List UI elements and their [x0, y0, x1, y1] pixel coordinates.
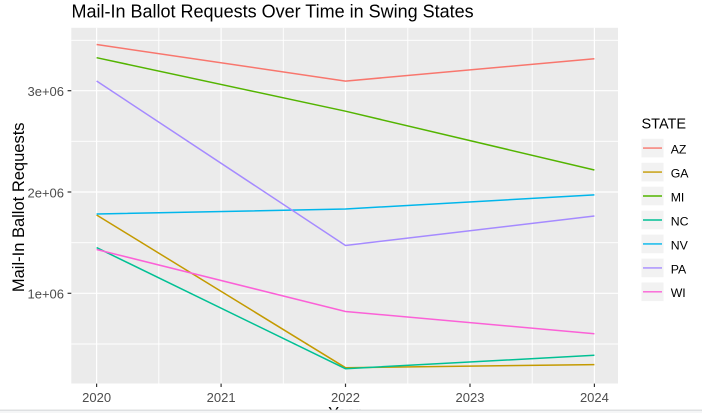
svg-text:2021: 2021 [207, 390, 236, 405]
svg-text:MI: MI [671, 190, 685, 204]
svg-text:Mail-In Ballot Requests Over T: Mail-In Ballot Requests Over Time in Swi… [72, 1, 474, 21]
svg-text:2024: 2024 [580, 390, 609, 405]
svg-text:PA: PA [671, 262, 687, 276]
svg-text:1e+06: 1e+06 [27, 287, 64, 302]
svg-text:NV: NV [671, 238, 689, 252]
svg-text:2e+06: 2e+06 [27, 185, 64, 200]
svg-text:WI: WI [671, 286, 686, 300]
svg-text:Mail-In Ballot Requests: Mail-In Ballot Requests [10, 122, 28, 292]
svg-text:2022: 2022 [331, 390, 360, 405]
svg-text:STATE: STATE [642, 117, 687, 133]
svg-text:AZ: AZ [671, 143, 687, 157]
svg-text:3e+06: 3e+06 [27, 84, 64, 99]
svg-text:2020: 2020 [82, 390, 111, 405]
svg-text:Year: Year [328, 405, 361, 413]
svg-text:2023: 2023 [456, 390, 485, 405]
svg-text:NC: NC [671, 214, 689, 228]
svg-text:GA: GA [671, 167, 690, 181]
